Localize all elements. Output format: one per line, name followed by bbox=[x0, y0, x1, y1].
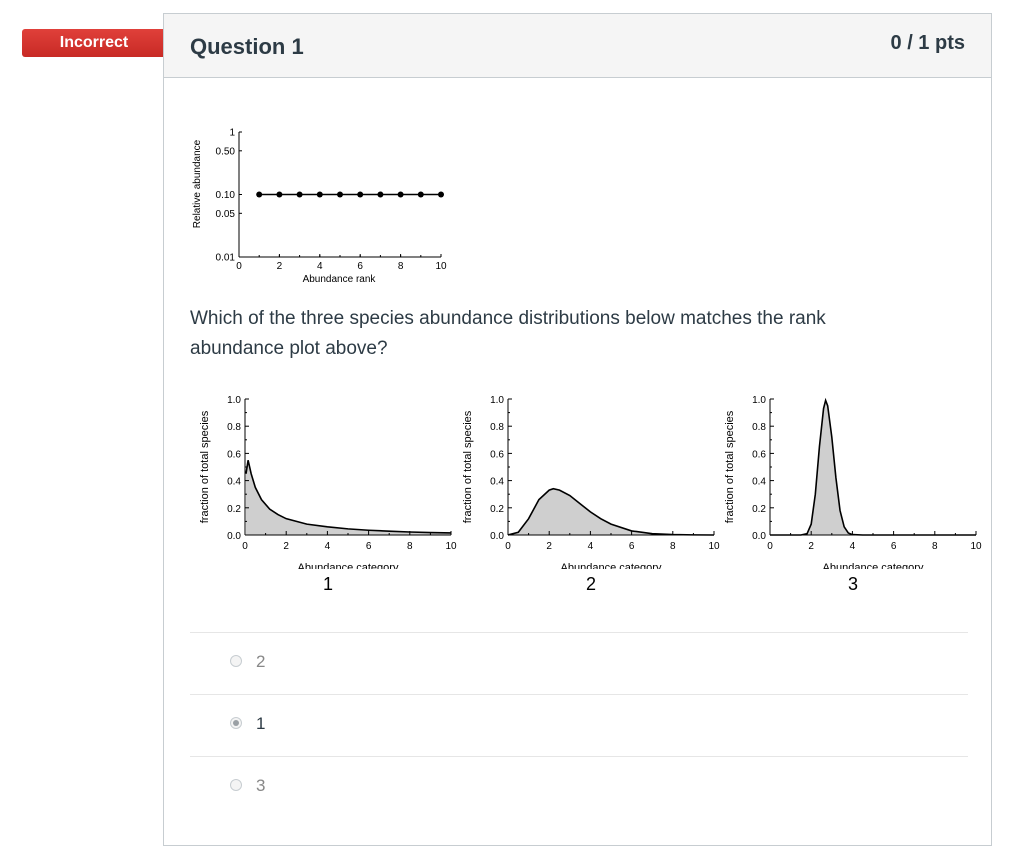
rank-y-tick-label: 1 bbox=[229, 128, 235, 139]
dist-y-tick-label: 0.8 bbox=[227, 422, 241, 433]
dist-y-tick-label: 0.4 bbox=[752, 477, 766, 488]
rank-data-point bbox=[397, 191, 404, 198]
answer-list: 2 1 3 bbox=[190, 632, 968, 818]
dist-y-tick-label: 0.2 bbox=[227, 504, 241, 515]
distribution-plot-1: fraction of total species Abundance categ… bbox=[199, 395, 457, 569]
rank-data-point bbox=[337, 191, 343, 198]
dist-y-tick-label: 0.6 bbox=[227, 449, 241, 460]
answer-option[interactable]: 1 bbox=[190, 694, 968, 756]
question-header: Question 1 0 / 1 pts bbox=[164, 14, 991, 78]
rank-plot-xlabel: Abundance rank bbox=[303, 274, 377, 285]
rank-x-tick-label: 0 bbox=[236, 261, 242, 272]
rank-data-point bbox=[357, 191, 364, 198]
question-text: Which of the three species abundance dis… bbox=[190, 308, 826, 359]
rank-plot-ylabel: Relative abundance bbox=[192, 139, 203, 228]
incorrect-badge: Incorrect bbox=[22, 29, 166, 57]
answer-radio[interactable] bbox=[230, 779, 242, 791]
dist-y-tick-label: 1.0 bbox=[490, 395, 504, 406]
dist-x-tick-label: 8 bbox=[407, 541, 413, 552]
answer-radio-selected[interactable] bbox=[230, 717, 242, 729]
question-points: 0 / 1 pts bbox=[890, 32, 965, 54]
dist-x-axis-label: Abundance category bbox=[298, 562, 399, 569]
rank-x-tick-label: 6 bbox=[357, 261, 363, 272]
distribution-label-2: 2 bbox=[585, 574, 596, 594]
dist-x-tick-label: 8 bbox=[932, 541, 938, 552]
rank-y-tick-label: 0.10 bbox=[216, 190, 236, 201]
answer-option[interactable]: 2 bbox=[190, 632, 968, 694]
rank-y-tick-label: 0.01 bbox=[216, 253, 236, 264]
dist-x-tick-label: 4 bbox=[325, 541, 331, 552]
rank-x-tick-label: 4 bbox=[317, 261, 323, 272]
answer-label: 3 bbox=[256, 776, 266, 795]
dist-y-tick-label: 0.2 bbox=[490, 504, 504, 515]
rank-y-tick-label: 0.05 bbox=[216, 209, 236, 220]
answer-radio[interactable] bbox=[230, 655, 242, 667]
distribution-plot-2: fraction of total species Abundance categ… bbox=[462, 395, 720, 569]
question-card: Question 1 0 / 1 pts Relative abundance … bbox=[163, 13, 992, 846]
rank-x-tick-label: 10 bbox=[435, 261, 447, 272]
dist-y-axis-label: fraction of total species bbox=[199, 410, 211, 523]
dist-x-axis-label: Abundance category bbox=[823, 562, 924, 569]
dist-x-tick-label: 2 bbox=[283, 541, 289, 552]
rank-data-point bbox=[417, 191, 424, 198]
dist-x-tick-label: 2 bbox=[546, 541, 552, 552]
dist-y-tick-label: 0.0 bbox=[227, 531, 241, 542]
dist-x-tick-label: 10 bbox=[708, 541, 720, 552]
rank-data-point bbox=[438, 191, 444, 198]
dist-y-tick-label: 0.4 bbox=[490, 477, 504, 488]
dist-x-tick-label: 0 bbox=[242, 541, 248, 552]
dist-x-tick-label: 6 bbox=[629, 541, 635, 552]
dist-x-tick-label: 10 bbox=[445, 541, 457, 552]
question-title: Question 1 bbox=[190, 34, 304, 59]
dist-curve bbox=[770, 397, 976, 536]
dist-area-fill bbox=[508, 488, 714, 535]
dist-y-tick-label: 0.6 bbox=[752, 449, 766, 460]
rank-abundance-plot: Relative abundance Abundance rank 0 2 4 6 8 1… bbox=[192, 128, 447, 286]
distribution-label-1: 1 bbox=[322, 574, 333, 594]
dist-y-axis-label: fraction of total species bbox=[462, 410, 474, 523]
rank-data-point bbox=[276, 191, 283, 198]
rank-data-point bbox=[377, 191, 384, 198]
dist-x-tick-label: 4 bbox=[850, 541, 856, 552]
answer-label: 1 bbox=[256, 714, 266, 733]
dist-x-tick-label: 6 bbox=[891, 541, 897, 552]
rank-x-tick-label: 8 bbox=[398, 261, 404, 272]
rank-y-tick-label: 0.50 bbox=[216, 146, 236, 157]
dist-x-tick-label: 10 bbox=[970, 541, 982, 552]
dist-y-tick-label: 0.0 bbox=[752, 531, 766, 542]
dist-x-tick-label: 8 bbox=[670, 541, 676, 552]
dist-y-tick-label: 0.4 bbox=[227, 477, 241, 488]
dist-x-tick-label: 6 bbox=[366, 541, 372, 552]
dist-x-axis-label: Abundance category bbox=[561, 562, 662, 569]
rank-data-point bbox=[256, 191, 263, 198]
dist-y-tick-label: 0.2 bbox=[752, 504, 766, 515]
dist-area-fill bbox=[246, 460, 451, 535]
rank-data-point bbox=[316, 191, 323, 198]
distribution-plot-3: fraction of total species Abundance categ… bbox=[724, 395, 982, 569]
dist-y-tick-label: 0.8 bbox=[752, 422, 766, 433]
rank-data-point bbox=[296, 191, 303, 198]
dist-curve bbox=[245, 460, 452, 534]
answer-option[interactable]: 3 bbox=[190, 756, 968, 818]
dist-x-tick-label: 4 bbox=[588, 541, 594, 552]
rank-x-tick-label: 2 bbox=[277, 261, 283, 272]
dist-y-tick-label: 0.6 bbox=[490, 449, 504, 460]
dist-y-axis-label: fraction of total species bbox=[724, 410, 736, 523]
dist-area-fill bbox=[770, 400, 976, 535]
answer-label: 2 bbox=[256, 652, 266, 671]
dist-x-tick-label: 0 bbox=[505, 541, 511, 552]
dist-y-tick-label: 0.0 bbox=[490, 531, 504, 542]
dist-curve bbox=[507, 487, 715, 536]
dist-y-tick-label: 1.0 bbox=[227, 395, 241, 406]
dist-x-tick-label: 0 bbox=[767, 541, 773, 552]
dist-x-tick-label: 2 bbox=[808, 541, 814, 552]
dist-y-tick-label: 0.8 bbox=[490, 422, 504, 433]
dist-y-tick-label: 1.0 bbox=[752, 395, 766, 406]
distribution-label-3: 3 bbox=[847, 574, 858, 594]
